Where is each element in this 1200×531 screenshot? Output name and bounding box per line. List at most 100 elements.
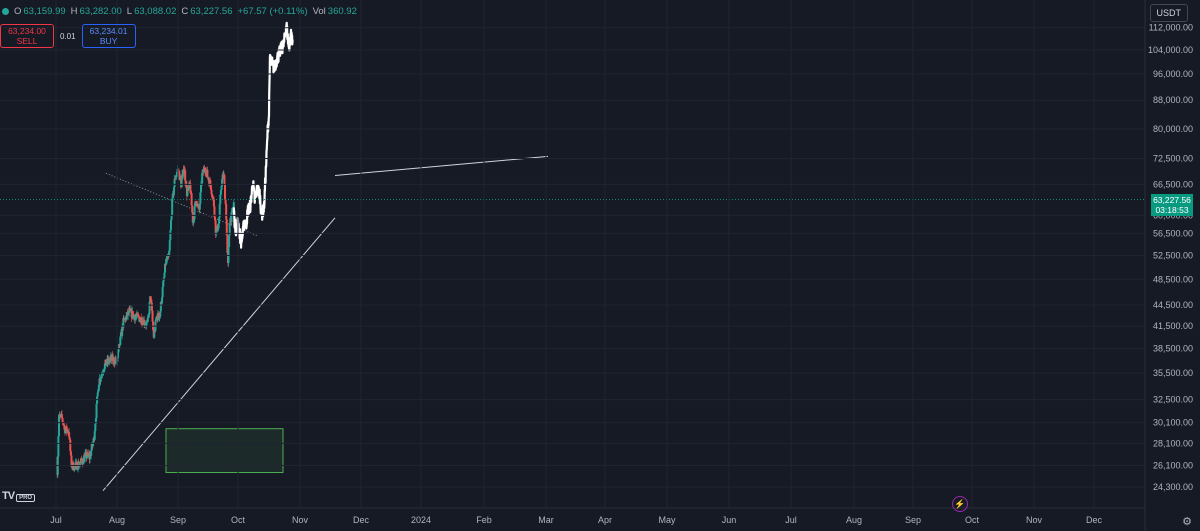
candle-body	[177, 170, 180, 172]
buy-price: 63,234.01	[89, 26, 128, 36]
lightning-icon[interactable]: ⚡	[952, 496, 968, 512]
candle-body	[73, 465, 76, 471]
y-tick-label: 56,500.00	[1153, 228, 1193, 238]
candle-body	[140, 323, 143, 325]
candle-body	[71, 466, 74, 468]
candle-body	[137, 314, 140, 316]
candle-body	[134, 317, 137, 321]
candle-body	[113, 359, 116, 364]
candle-body	[112, 357, 115, 363]
candle-body	[219, 190, 222, 195]
candle-body	[204, 170, 207, 172]
settings-gear-icon[interactable]: ⚙	[1182, 516, 1192, 528]
candle-body	[127, 311, 130, 316]
candle-body	[182, 168, 185, 175]
candle-body	[187, 186, 190, 188]
candle-body	[168, 250, 171, 257]
candle-body	[76, 469, 79, 471]
x-tick-label: Dec	[1086, 515, 1103, 525]
candle-body	[218, 204, 221, 218]
currency-selector[interactable]: USDT	[1149, 4, 1188, 22]
candle-body	[153, 330, 156, 338]
candle-body	[95, 403, 98, 419]
x-tick-label: Nov	[292, 515, 309, 525]
buy-label: BUY	[99, 36, 118, 46]
candle-body	[180, 179, 183, 188]
candle-body	[205, 170, 208, 174]
sell-price: 63,234.00	[8, 26, 46, 36]
candle-body	[224, 183, 227, 200]
candle-body	[109, 358, 112, 361]
candle-body	[69, 439, 72, 452]
sell-button[interactable]: 63,234.00 SELL	[0, 24, 54, 48]
candle-body	[181, 174, 184, 180]
candle-body	[201, 173, 204, 184]
candle-body	[191, 212, 194, 223]
y-tick-label: 28,100.00	[1153, 438, 1193, 448]
pro-badge: PRO	[16, 494, 36, 502]
candle-body	[79, 461, 82, 464]
candle-body	[59, 414, 62, 416]
sell-label: SELL	[16, 36, 38, 46]
x-tick-label: Oct	[965, 515, 980, 525]
volume-label: Vol	[312, 6, 326, 17]
candle-body	[94, 423, 97, 432]
candle-body	[122, 318, 125, 329]
candle-body	[199, 183, 202, 193]
candle-body	[135, 316, 138, 318]
trendline-ascending-support[interactable]	[102, 217, 336, 492]
candle-body	[172, 187, 175, 195]
candle-body	[209, 180, 212, 186]
trendline-local-downtrend-dotted[interactable]	[105, 172, 259, 237]
candles-layer	[55, 164, 235, 479]
candle-body	[148, 302, 151, 314]
candle-body	[105, 363, 108, 366]
candle-body	[90, 450, 93, 456]
candle-body	[68, 432, 71, 438]
candle-body	[88, 454, 91, 460]
candle-body	[202, 168, 205, 173]
y-tick-label: 24,300.00	[1153, 482, 1193, 492]
candle-body	[214, 217, 217, 221]
candle-body	[65, 426, 68, 432]
candle-body	[159, 302, 162, 312]
candle-body	[171, 193, 174, 199]
trendlines-layer	[102, 155, 549, 492]
x-tick-label: May	[658, 515, 676, 525]
candle-body	[101, 373, 104, 375]
candle-body	[174, 178, 177, 180]
candle-body	[132, 314, 135, 318]
candle-body	[102, 371, 105, 373]
candle-body	[64, 429, 67, 433]
trendline-descending-resistance[interactable]	[334, 155, 549, 177]
open-label: O	[14, 6, 22, 17]
close-label: C	[181, 6, 189, 17]
candle-body	[169, 220, 172, 231]
y-tick-label: 112,000.00	[1149, 23, 1193, 33]
candle-body	[175, 171, 178, 175]
candle-body	[55, 460, 58, 472]
candle-body	[197, 204, 200, 207]
candle-body	[121, 325, 124, 336]
low-label: L	[126, 6, 133, 17]
y-tick-label: 66,500.00	[1153, 179, 1193, 189]
projection-path[interactable]	[232, 21, 294, 249]
candle-body	[116, 352, 119, 359]
candle-body	[161, 297, 164, 304]
candle-body	[84, 453, 87, 457]
symbol-status-icon	[2, 8, 9, 15]
candle-body	[199, 192, 202, 204]
candle-body	[149, 296, 152, 301]
candle-body	[57, 436, 60, 457]
candle-body	[69, 451, 72, 456]
trade-panel: 63,234.00 SELL 0.01 63,234.01 BUY	[0, 24, 136, 48]
y-tick-label: 88,000.00	[1153, 95, 1193, 105]
candle-body	[80, 458, 83, 462]
buy-button[interactable]: 63,234.01 BUY	[81, 24, 136, 48]
candle-body	[81, 461, 84, 464]
y-tick-label: 96,000.00	[1153, 69, 1193, 79]
candle-body	[90, 444, 93, 451]
candle-body	[192, 219, 195, 221]
candle-body	[162, 280, 165, 288]
